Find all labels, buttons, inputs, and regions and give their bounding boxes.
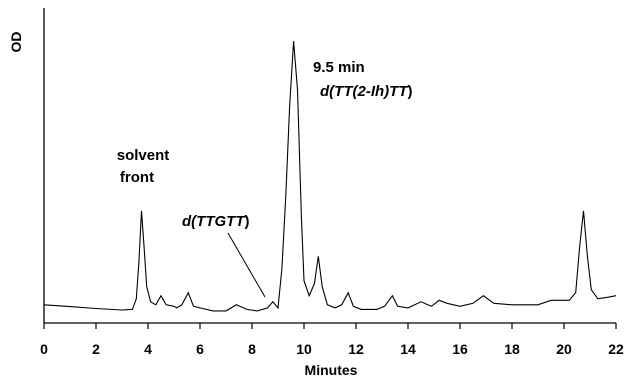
chromatogram-trace bbox=[43, 41, 617, 312]
x-tick-label: 20 bbox=[556, 341, 572, 357]
main-peak-name: TT(2-Ih)TT bbox=[334, 83, 409, 100]
main-peak-time-label: 9.5 min bbox=[313, 59, 365, 76]
x-tick-label: 18 bbox=[504, 341, 520, 357]
main-peak-prefix: d( bbox=[320, 83, 336, 100]
x-tick-label: 22 bbox=[608, 341, 624, 357]
y-axis-title: OD bbox=[8, 32, 24, 53]
x-tick-label: 0 bbox=[40, 341, 48, 357]
solvent-front-label-line1: solvent bbox=[117, 147, 170, 164]
main-peak-suffix: ) bbox=[407, 83, 412, 100]
x-tick-label: 14 bbox=[400, 341, 416, 357]
x-tick-label: 2 bbox=[92, 341, 100, 357]
x-tick-label: 4 bbox=[144, 341, 152, 357]
minor-peak-pointer bbox=[227, 232, 266, 298]
minor-peak-name: TTGTT bbox=[196, 213, 246, 230]
main-peak-compound-label: d(TT(2-Ih)TT) bbox=[320, 83, 412, 100]
minor-peak-compound-label: d(TTGTT) bbox=[182, 213, 250, 230]
minor-peak-prefix: d( bbox=[182, 213, 198, 230]
x-tick-label: 12 bbox=[348, 341, 364, 357]
x-tick-label: 6 bbox=[196, 341, 204, 357]
minor-peak-suffix: ) bbox=[245, 213, 250, 230]
x-tick-label: 10 bbox=[296, 341, 312, 357]
x-tick-label: 16 bbox=[452, 341, 468, 357]
solvent-front-label-line2: front bbox=[120, 169, 154, 186]
x-ticks: 0 2 4 6 8 10 12 14 16 18 20 22 bbox=[40, 323, 624, 357]
x-axis-title: Minutes bbox=[305, 362, 358, 378]
x-tick-label: 8 bbox=[248, 341, 256, 357]
plot-area: 0 2 4 6 8 10 12 14 16 18 20 22 bbox=[40, 8, 624, 357]
